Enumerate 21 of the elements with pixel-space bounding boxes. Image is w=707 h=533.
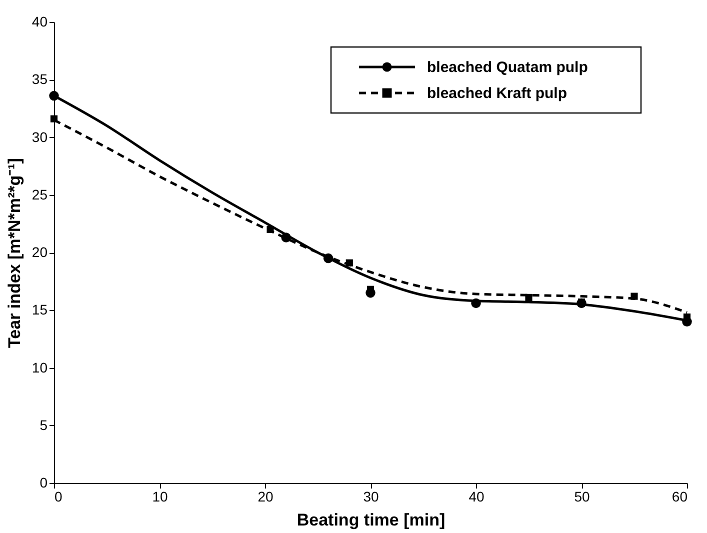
- legend-label: bleached Quatam pulp: [427, 59, 588, 76]
- legend-label: bleached Kraft pulp: [427, 85, 568, 102]
- y-tick-label: 15: [32, 302, 48, 318]
- y-tick-label: 5: [40, 416, 48, 433]
- y-tick-label: 40: [32, 14, 48, 30]
- x-tick-label: 30: [363, 488, 379, 504]
- x-tick-label: 20: [258, 488, 274, 504]
- x-tick-label: 60: [672, 488, 688, 504]
- y-tick-label: 0: [40, 474, 48, 490]
- y-tick-label: 20: [32, 244, 48, 260]
- y-tick-label: 10: [32, 359, 48, 376]
- y-tick-label: 30: [32, 128, 48, 145]
- y-tick-label: 25: [32, 186, 48, 202]
- x-tick-label: 50: [574, 488, 590, 504]
- x-tick-label: 10: [152, 488, 168, 504]
- y-tick-label: 35: [32, 71, 48, 88]
- x-tick-label: 40: [468, 488, 484, 504]
- y-axis-title: Tear index [m*N*m²*g⁻¹]: [4, 158, 24, 348]
- x-tick-label: 0: [54, 488, 62, 504]
- point: [525, 294, 532, 301]
- x-axis-title: Beating time [min]: [296, 510, 446, 530]
